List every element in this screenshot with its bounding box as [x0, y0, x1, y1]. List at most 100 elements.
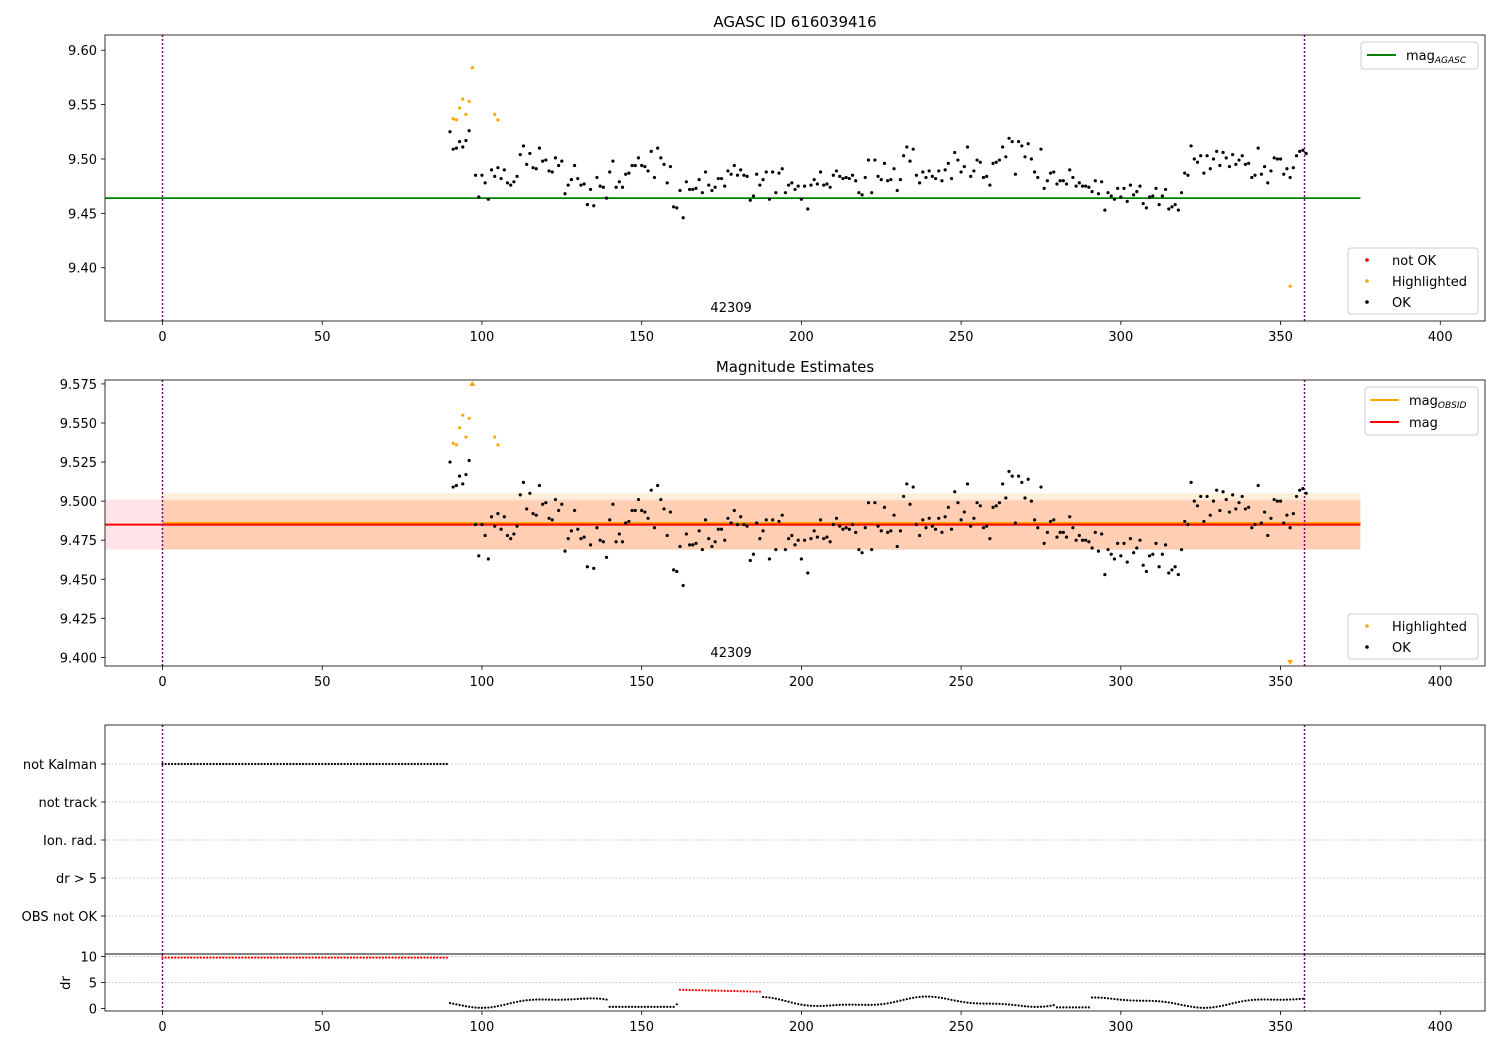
flag-point: [190, 762, 193, 766]
highlighted-point: [451, 117, 455, 121]
ok-point: [1298, 488, 1302, 492]
dr-point: [704, 989, 707, 992]
dr-point: [285, 956, 289, 959]
dr-point: [557, 998, 560, 1001]
dr-point: [589, 997, 592, 1000]
ok-point: [1010, 474, 1014, 478]
ok-point: [777, 171, 781, 175]
x-tick-label: 100: [470, 675, 495, 690]
flag-point: [279, 762, 282, 766]
ok-point: [764, 518, 768, 522]
ok-point: [620, 540, 625, 544]
ok-point: [886, 179, 890, 183]
chart-title: AGASC ID 616039416: [713, 13, 876, 31]
ok-point: [850, 522, 855, 527]
dr-point: [944, 997, 947, 1000]
ok-point: [1010, 139, 1014, 144]
ok-point: [940, 530, 944, 534]
flag-point: [212, 762, 215, 766]
dr-point: [190, 956, 193, 959]
ok-point: [1243, 162, 1248, 167]
ok-point: [1183, 171, 1187, 175]
ok-point: [1240, 154, 1244, 158]
dr-point: [720, 989, 723, 992]
ok-point: [1029, 157, 1033, 161]
flag-point: [346, 762, 349, 766]
ok-point: [707, 183, 711, 187]
ok-point: [1055, 182, 1059, 186]
dr-point: [381, 956, 385, 959]
ok-point: [617, 180, 621, 184]
ok-point: [828, 540, 832, 544]
ok-point: [1023, 496, 1027, 500]
ok-point: [1202, 519, 1206, 524]
flag-point: [365, 762, 369, 766]
x-tick-label: 400: [1428, 330, 1453, 345]
ok-point: [640, 508, 644, 513]
ok-point: [557, 508, 561, 513]
x-tick-label: 50: [314, 330, 331, 345]
dr-point: [931, 995, 934, 998]
ok-point: [566, 537, 570, 541]
ok-point: [892, 167, 896, 171]
dr-point: [950, 998, 953, 1001]
flag-point: [436, 762, 439, 766]
ok-point: [994, 160, 998, 164]
ok-point: [624, 521, 628, 525]
flag-point: [317, 762, 321, 766]
dr-point: [231, 956, 234, 959]
dr-point: [1266, 998, 1269, 1001]
dr-point: [829, 1004, 832, 1007]
dr-point: [873, 1003, 876, 1006]
dr-point: [503, 1003, 506, 1006]
legend-label: magOBSID: [1409, 394, 1467, 411]
obsid-annotation: 42309: [710, 301, 751, 316]
ok-point: [1256, 146, 1260, 150]
ok-point: [802, 538, 807, 542]
ok-point: [735, 522, 740, 527]
ok-point: [1135, 189, 1139, 194]
flag-point: [225, 762, 228, 766]
dr-point: [854, 1003, 857, 1006]
ok-point: [541, 502, 545, 506]
highlighted-point: [457, 106, 462, 110]
dr-point: [436, 956, 439, 959]
ok-point: [726, 516, 730, 520]
dr-point: [892, 1001, 896, 1004]
ok-point: [876, 174, 880, 178]
x-tick-label: 0: [158, 1020, 166, 1035]
dr-point: [848, 1003, 851, 1006]
ok-point: [620, 185, 625, 189]
ok-point: [1100, 180, 1104, 184]
dr-point: [1113, 997, 1116, 1001]
ok-point: [1167, 207, 1171, 211]
dr-point: [790, 1001, 793, 1004]
ok-point: [1256, 483, 1260, 488]
ok-point: [751, 194, 756, 198]
ok-point: [841, 176, 845, 181]
ok-point: [569, 178, 573, 182]
flag-point: [193, 762, 196, 766]
highlighted-point: [467, 416, 471, 420]
dr-point: [1014, 1004, 1017, 1007]
ok-point: [1278, 157, 1283, 161]
dr-point: [1106, 997, 1110, 1000]
dr-point: [1164, 1000, 1167, 1004]
ok-point: [1199, 494, 1203, 499]
ok-point: [1163, 543, 1168, 547]
ok-point: [1211, 499, 1216, 503]
ok-point: [777, 519, 781, 524]
dr-point: [956, 1000, 960, 1003]
ok-point: [1122, 186, 1126, 190]
ok-point: [994, 504, 998, 508]
dr-point: [1301, 997, 1305, 1000]
dr-point: [634, 1005, 637, 1008]
ok-point: [563, 549, 567, 553]
flag-point: [330, 762, 333, 766]
ok-point: [914, 173, 918, 177]
flag-point: [196, 762, 199, 766]
dr-point: [432, 956, 436, 959]
ok-point: [1183, 519, 1187, 524]
ok-point: [518, 493, 522, 497]
legend-label: mag: [1409, 416, 1438, 431]
